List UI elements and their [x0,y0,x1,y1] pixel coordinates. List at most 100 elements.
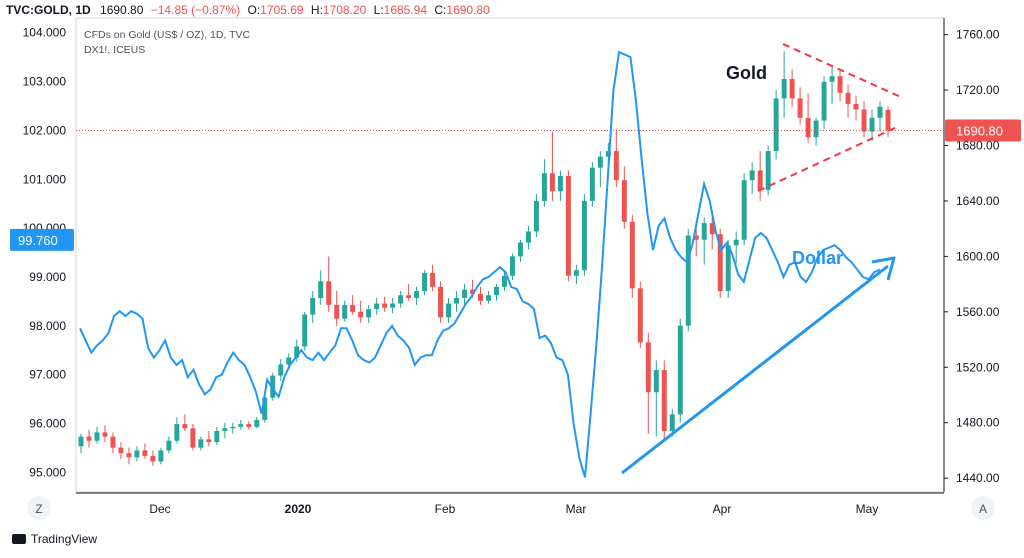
dollar-series-line [79,50,881,478]
gold-candle-body [374,303,380,310]
right-axis-tick: 1760.00 [956,28,1000,42]
gold-candle-body [326,281,332,305]
time-axis-tick: Apr [713,502,732,516]
gold-candle-body [789,78,795,99]
gold-candle-body [334,304,340,319]
gold-candle-body [885,109,891,131]
gold-candle-body [869,117,875,132]
gold-candle-body [653,370,659,393]
gold-candle-body [294,346,300,358]
low-value: 1685.94 [383,3,428,17]
triangle-lower-trendline [757,126,898,192]
gold-candle-body [222,428,228,432]
tradingview-brand[interactable]: TradingView [12,532,97,546]
gold-candle-body [589,167,595,201]
gold-candle-body [414,291,420,298]
gold-candle-body [230,426,236,429]
right-axis-tick: 1440.00 [956,471,1000,485]
gold-candle-body [214,431,220,443]
time-axis-tick: May [856,502,879,516]
gold-candle-body [166,440,172,451]
gold-candle-body [206,439,212,443]
gold-candle-body [853,103,859,110]
gold-candle-body [262,397,268,420]
time-axis-tick: Feb [435,502,456,516]
gold-candle-body [462,289,468,298]
gold-candle-body [254,419,260,427]
gold-candle-body [621,180,627,222]
gold-candle-body [110,436,116,448]
time-axis-tick: Dec [149,502,170,516]
last-price: 1690.80 [100,3,144,17]
gold-candle-body [725,245,731,292]
gold-candle-body [549,173,555,192]
gold-candle-body [541,173,547,201]
open-value: 1705.69 [260,3,304,17]
auto-scale-button[interactable] [971,496,995,520]
gold-price-badge-label: 1690.80 [956,124,1003,139]
gold-candle-body [581,200,587,271]
gold-candle-body [501,275,507,287]
gold-candle-body [717,234,723,292]
gold-candle-body [150,455,156,462]
gold-candle-body [366,309,372,318]
gold-candle-body [749,170,755,181]
gold-candle-body [126,453,132,458]
gold-candle-body [837,76,843,93]
high-label: H: [310,3,323,17]
gold-candle-body [102,432,108,437]
gold-candle-body [358,311,364,318]
gold-candle-body [302,314,308,347]
gold-candle-body [454,297,460,304]
gold-candle-body [733,239,739,246]
zoom-auto-button[interactable] [27,496,51,520]
time-axis-tick: 2020 [285,502,312,516]
right-axis-tick: 1480.00 [956,416,1000,430]
left-axis-tick: 99.000 [29,270,66,284]
gold-candle-body [478,293,483,301]
gold-candle-body [286,357,292,365]
gold-candle-body [494,286,499,296]
gold-candle-body [773,98,779,152]
gold-candle-body [557,176,563,192]
gold-candle-body [86,436,92,441]
gold-candle-body [438,286,444,318]
gold-candle-body [677,325,683,415]
price-change: −14.85 (−0.87%) [150,3,241,17]
gold-candle-body [174,424,180,441]
left-axis-tick: 103.000 [23,75,67,89]
gold-candle-body [142,450,148,456]
left-axis-tick: 97.000 [29,368,66,382]
gold-candle-body [821,81,827,121]
gold-annotation: Gold [726,63,767,83]
left-axis-tick: 95.000 [29,465,66,479]
dollar-annotation: Dollar [792,248,843,268]
right-axis-tick: 1680.00 [956,139,1000,153]
right-axis-tick: 1600.00 [956,249,1000,263]
gold-candle-body [757,170,763,190]
gold-candle-body [342,304,348,319]
open-label: O: [247,3,261,17]
gold-candle-body [829,76,835,82]
gold-candle-body [158,450,164,462]
gold-price-badge [945,119,1021,142]
gold-candle-body [246,424,252,427]
gold-candle-body [398,295,404,304]
dollar-price-badge-label: 99.760 [18,233,58,248]
uptrend-arrow-head [871,256,896,281]
gold-candle-body [805,117,811,138]
gold-candle-body [422,273,428,292]
plot-frame [75,17,945,493]
gold-candle-body [486,295,491,301]
uptrend-arrow-line [621,264,889,475]
left-axis-tick: 98.000 [29,319,66,333]
gold-candle-body [198,439,204,448]
left-axis-tick: 104.000 [23,26,67,40]
gold-candle-body [645,342,651,393]
gold-candle-body [517,242,523,257]
gold-candle-body [629,221,635,289]
left-axis-tick: 101.000 [23,172,67,186]
gold-candle-body [430,273,436,287]
gold-candle-body [845,92,851,104]
